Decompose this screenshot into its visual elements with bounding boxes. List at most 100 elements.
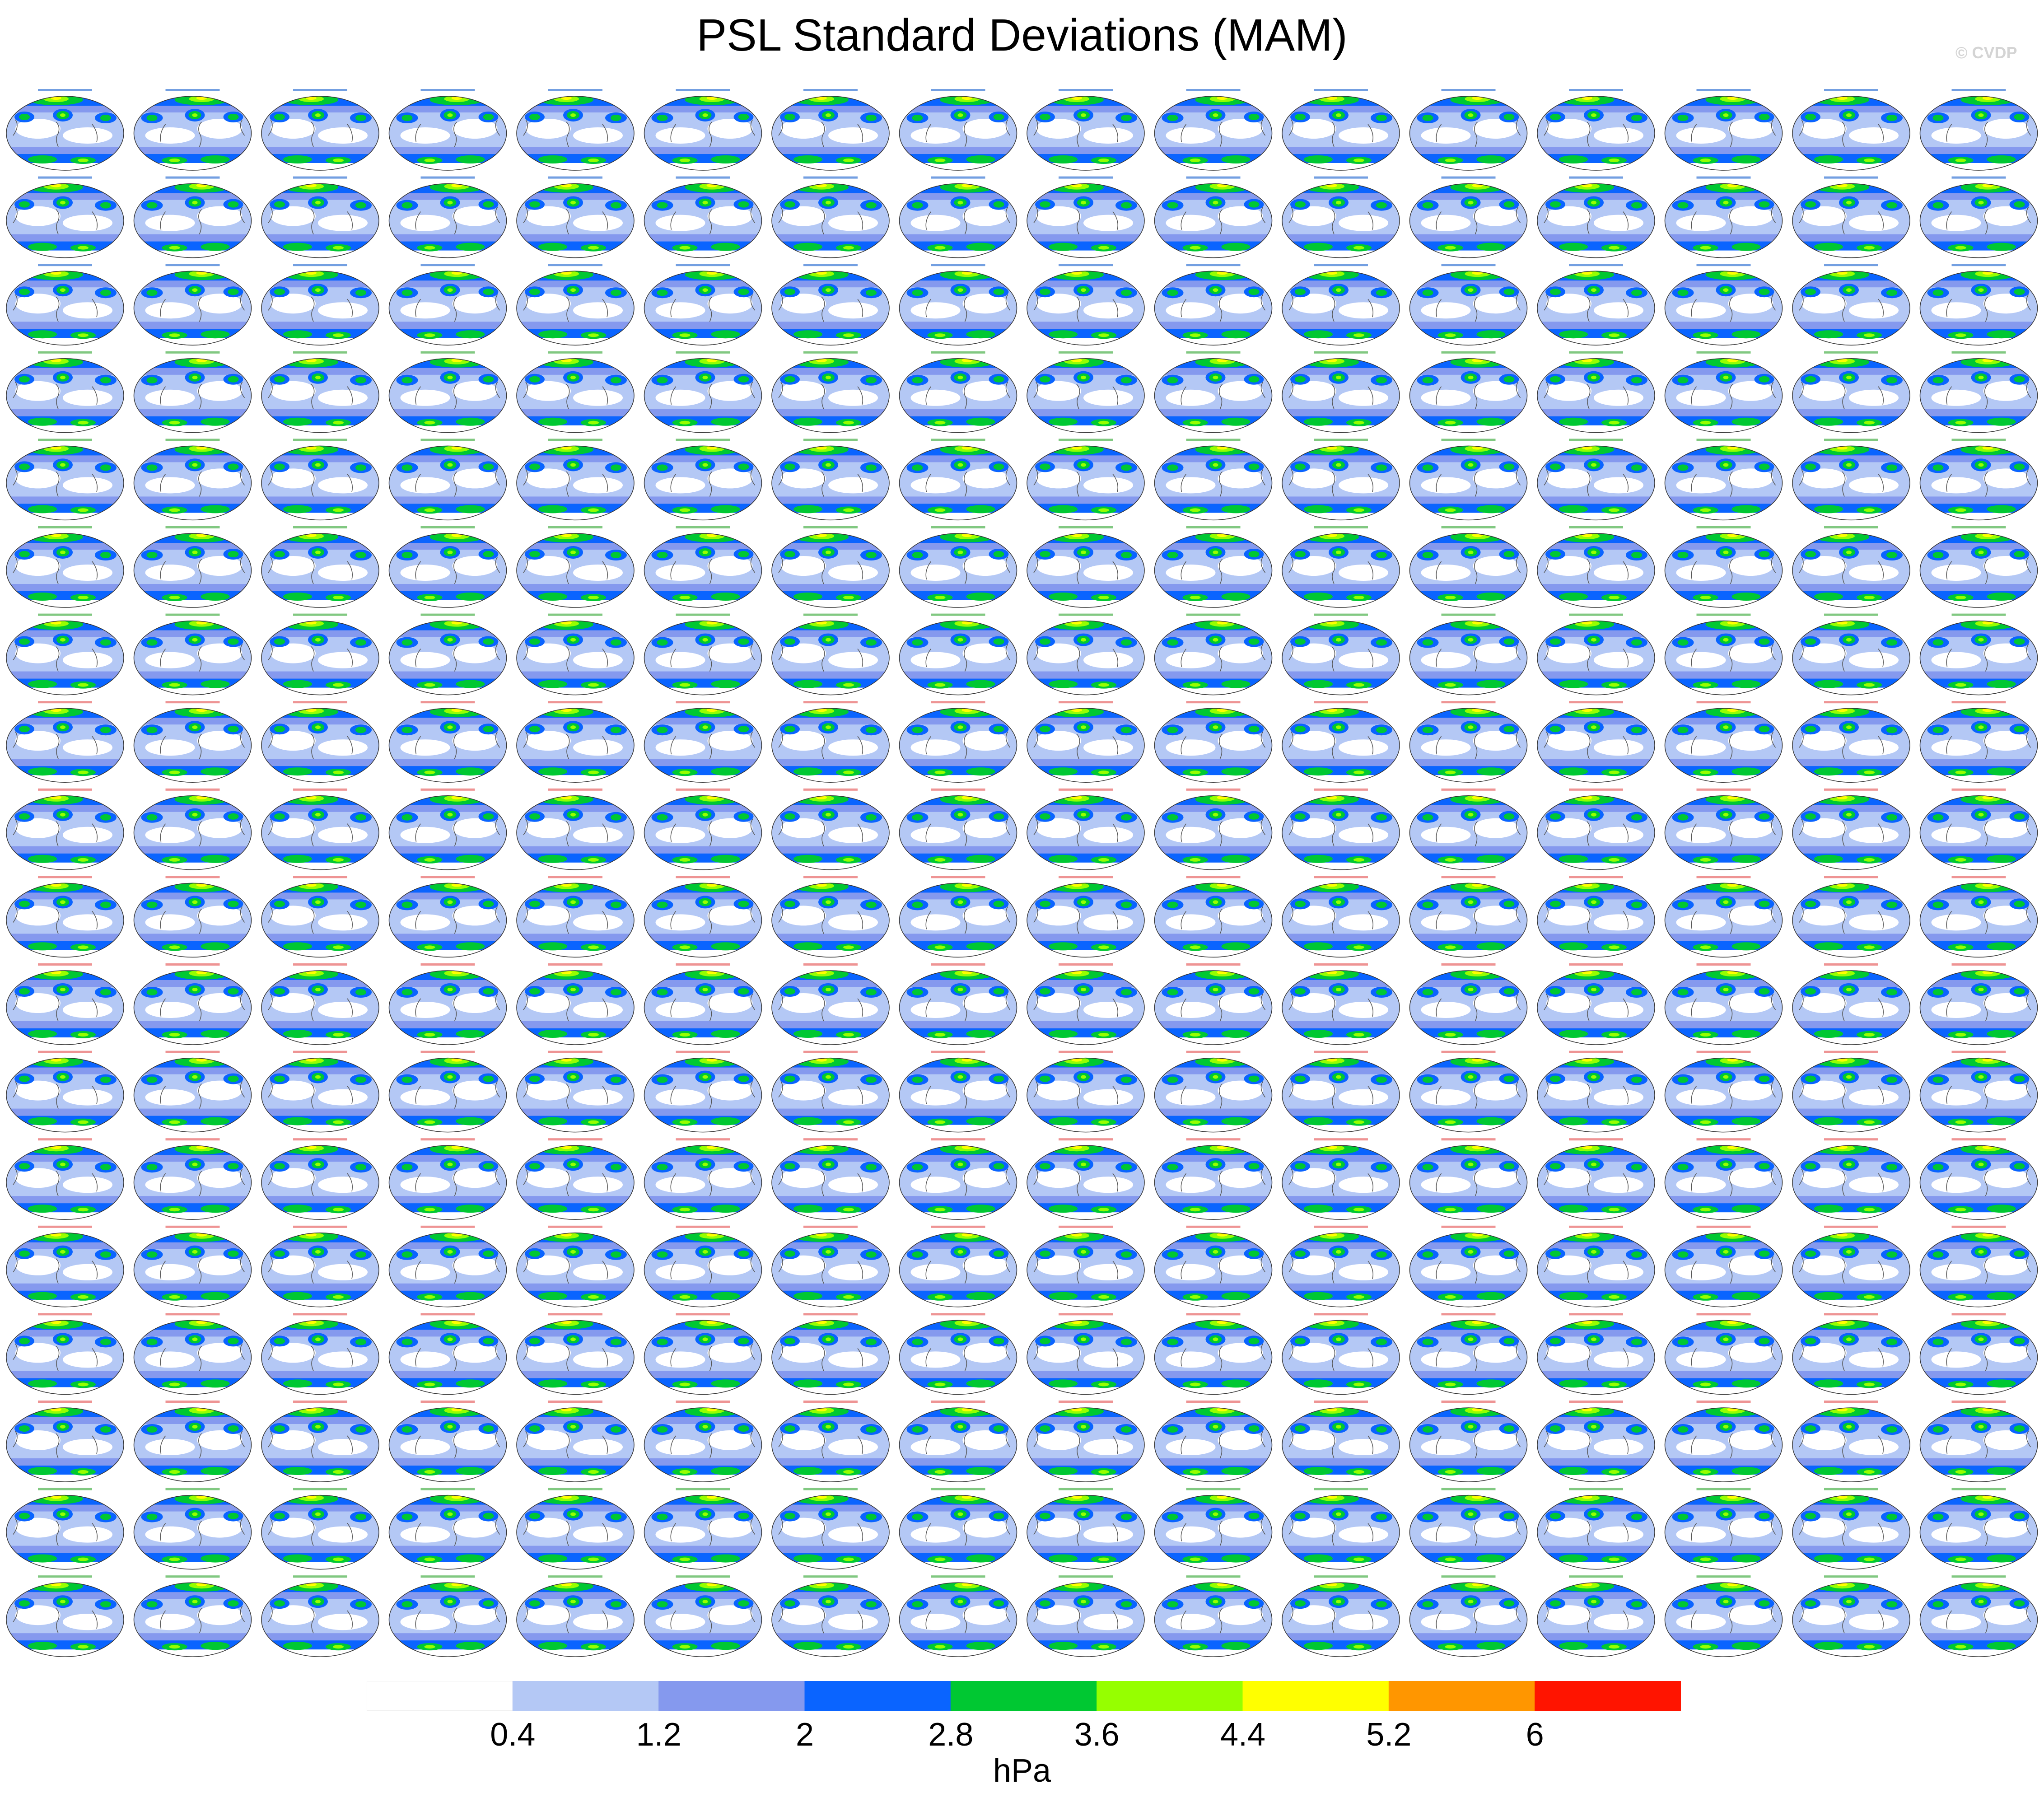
map-panel — [644, 1575, 762, 1657]
map-panel — [516, 788, 635, 870]
map-panel — [1537, 1401, 1655, 1482]
map-panel — [1282, 963, 1400, 1045]
map-panel — [1537, 351, 1655, 433]
colorbar-box — [804, 1681, 951, 1711]
map-panel — [1919, 351, 2038, 433]
map-panel — [516, 963, 635, 1045]
map-panel — [261, 439, 379, 521]
map-panel — [1664, 351, 1783, 433]
map-panel — [1154, 613, 1273, 696]
map-panel — [644, 1138, 762, 1220]
map-panel — [1537, 439, 1655, 521]
map-panel — [1282, 788, 1400, 870]
map-panel — [899, 1488, 1017, 1570]
map-panel — [133, 351, 252, 433]
map-panel — [1027, 439, 1145, 521]
map-panel — [133, 788, 252, 870]
map-panel — [1792, 439, 1910, 521]
map-panel — [1919, 1313, 2038, 1395]
map-panel — [6, 613, 124, 696]
map-panel — [1409, 264, 1528, 346]
map-panel — [1919, 439, 2038, 521]
map-panel — [1792, 613, 1910, 696]
map-panel — [1027, 1401, 1145, 1482]
map-panel — [1409, 89, 1528, 171]
map-panel — [1027, 963, 1145, 1045]
map-panel — [1792, 876, 1910, 958]
colorbar-tick-labels: 0.4 1.2 2 2.8 3.6 4.4 5.2 6 — [0, 1716, 2044, 1753]
map-panel — [1409, 351, 1528, 433]
map-panel — [133, 1138, 252, 1220]
map-panel — [1154, 176, 1273, 258]
map-panel — [1792, 963, 1910, 1045]
map-panel — [133, 1488, 252, 1570]
map-panel — [1154, 788, 1273, 870]
map-panel — [899, 1313, 1017, 1395]
map-panel — [516, 1138, 635, 1220]
map-panel — [1919, 1575, 2038, 1657]
map-panel — [133, 613, 252, 696]
colorbar-tick-label: 3.6 — [1074, 1717, 1120, 1753]
colorbar-units-label: hPa — [993, 1753, 1051, 1789]
map-panel — [516, 1313, 635, 1395]
map-panel — [899, 963, 1017, 1045]
map-panel — [6, 963, 124, 1045]
map-panel — [1154, 264, 1273, 346]
map-panel — [1282, 1575, 1400, 1657]
map-panel — [1919, 176, 2038, 258]
map-panel — [1537, 526, 1655, 608]
map-panel — [899, 1051, 1017, 1133]
map-panel — [516, 1488, 635, 1570]
map-panel — [133, 701, 252, 783]
map-panel — [6, 1575, 124, 1657]
map-panel — [644, 613, 762, 696]
map-panel — [388, 613, 507, 696]
map-panel — [6, 1488, 124, 1570]
map-panel — [1282, 1138, 1400, 1220]
map-panel — [1282, 176, 1400, 258]
colorbar-tick-label: 2.8 — [928, 1717, 974, 1753]
map-panel — [261, 351, 379, 433]
map-panel — [1027, 176, 1145, 258]
map-panel — [771, 876, 890, 958]
map-panel — [644, 1488, 762, 1570]
colorbar-box — [367, 1681, 513, 1711]
map-panel-grid — [6, 89, 2038, 1657]
map-panel — [388, 963, 507, 1045]
map-panel — [133, 176, 252, 258]
map-panel — [6, 89, 124, 171]
map-panel — [1154, 1401, 1273, 1482]
map-panel — [1154, 1138, 1273, 1220]
colorbar-box — [1242, 1681, 1389, 1711]
map-panel — [899, 351, 1017, 433]
colorbar-box — [1097, 1681, 1243, 1711]
map-panel — [1537, 876, 1655, 958]
map-panel — [133, 1051, 252, 1133]
map-panel — [1282, 526, 1400, 608]
map-panel — [6, 876, 124, 958]
map-panel — [644, 439, 762, 521]
map-panel — [1409, 439, 1528, 521]
map-panel — [516, 876, 635, 958]
cvdp-watermark: © CVDP — [1955, 43, 2017, 62]
map-panel — [899, 439, 1017, 521]
map-panel — [1154, 89, 1273, 171]
map-panel — [1664, 1488, 1783, 1570]
map-panel — [133, 439, 252, 521]
map-panel — [1919, 613, 2038, 696]
map-panel — [516, 1575, 635, 1657]
map-panel — [771, 526, 890, 608]
map-panel — [1537, 788, 1655, 870]
map-panel — [388, 1313, 507, 1395]
map-panel — [133, 1225, 252, 1307]
map-panel — [261, 1051, 379, 1133]
map-panel — [1282, 264, 1400, 346]
map-panel — [1154, 351, 1273, 433]
map-panel — [6, 1138, 124, 1220]
map-panel — [516, 613, 635, 696]
map-panel — [516, 264, 635, 346]
map-panel — [1919, 264, 2038, 346]
map-panel — [1664, 1313, 1783, 1395]
map-panel — [1027, 1225, 1145, 1307]
map-panel — [1792, 1313, 1910, 1395]
